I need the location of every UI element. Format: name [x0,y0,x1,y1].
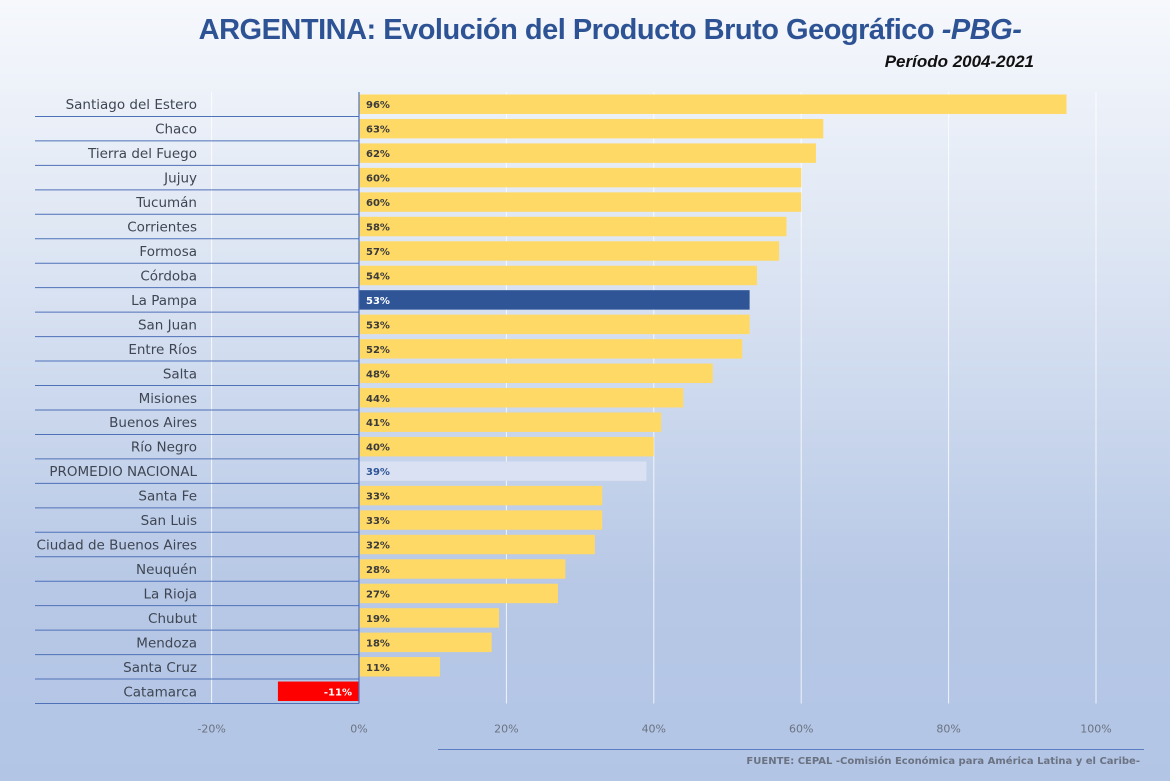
data-label: 60% [366,198,390,209]
bar [359,461,647,481]
category-label: Río Negro [131,440,197,456]
category-label: Tierra del Fuego [87,146,197,162]
bar [359,412,662,432]
data-label: 33% [366,516,390,527]
bar [359,559,566,579]
bar [359,632,492,653]
bar [359,94,1067,114]
category-label: La Rioja [144,586,198,602]
category-label: Misiones [139,391,197,407]
data-label: 63% [366,125,390,136]
bar [359,363,713,384]
data-label: 27% [366,589,390,600]
bar [359,436,654,457]
data-label: 18% [366,638,390,649]
bar [359,388,684,408]
x-tick-label: 20% [494,723,518,736]
bar [359,290,750,310]
bar [359,583,558,604]
category-label: Santiago del Estero [66,97,197,113]
category-label: Jujuy [163,171,197,187]
x-tick-label: 40% [642,723,666,736]
category-label: Santa Cruz [123,660,197,676]
data-label: 52% [366,345,390,356]
x-tick-label: 60% [789,723,813,736]
chart-subtitle: Período 2004-2021 [884,52,1034,71]
data-label: 57% [366,247,390,258]
bar [359,485,603,506]
x-tick-label: -20% [197,723,225,736]
data-label: 60% [366,174,390,185]
category-label: Tucumán [135,195,197,211]
bar [359,339,743,359]
data-label: 48% [366,369,390,380]
category-label: Salta [163,366,197,382]
category-label: Chubut [148,611,197,627]
data-label: 96% [366,100,390,111]
bar [359,314,750,335]
bar [359,534,595,555]
category-label: Formosa [139,244,197,260]
data-label: 44% [366,394,390,405]
data-label: 40% [366,443,390,454]
chart-title: ARGENTINA: Evolución del Producto Bruto … [0,14,1170,47]
category-label: San Luis [141,513,197,529]
category-label: Entre Ríos [128,342,197,358]
source-divider [438,749,1144,750]
data-label: 54% [366,271,390,282]
category-label: San Juan [138,317,197,333]
data-label: 28% [366,565,390,576]
bar [359,241,780,261]
title-suffix: -PBG- [941,14,1022,46]
x-tick-label: 0% [350,723,367,736]
source-note: FUENTE: CEPAL -Comisión Económica para A… [746,756,1140,767]
data-label: 41% [366,418,390,429]
category-label: Mendoza [136,635,197,651]
data-label: 19% [366,614,390,625]
bar [359,143,816,163]
data-label: 53% [366,296,390,307]
data-label: -11% [324,687,352,698]
category-label: Ciudad de Buenos Aires [37,538,197,554]
bar [359,608,500,628]
bar [359,192,802,212]
data-label: 33% [366,492,390,503]
category-label: Buenos Aires [109,415,197,431]
bar [359,265,757,286]
category-label: Santa Fe [138,489,197,505]
bar [359,510,603,530]
category-label: Catamarca [123,684,197,700]
data-label: 58% [366,223,390,234]
category-label: Corrientes [127,220,197,236]
bar [359,216,787,237]
bar [359,657,441,677]
category-label: La Pampa [131,293,197,309]
data-label: 62% [366,149,390,160]
data-label: 39% [366,467,390,478]
x-tick-label: 80% [936,723,960,736]
bar [359,118,824,139]
data-label: 53% [366,320,390,331]
category-label: Neuquén [136,562,197,578]
data-label: 32% [366,541,390,552]
category-label: PROMEDIO NACIONAL [49,464,197,480]
data-label: 11% [366,663,390,674]
x-tick-label: 100% [1080,723,1111,736]
title-main: ARGENTINA: Evolución del Producto Bruto … [198,14,935,46]
category-label: Chaco [155,122,197,138]
category-label: Córdoba [140,268,197,284]
bar [359,167,802,188]
bar [277,681,359,701]
